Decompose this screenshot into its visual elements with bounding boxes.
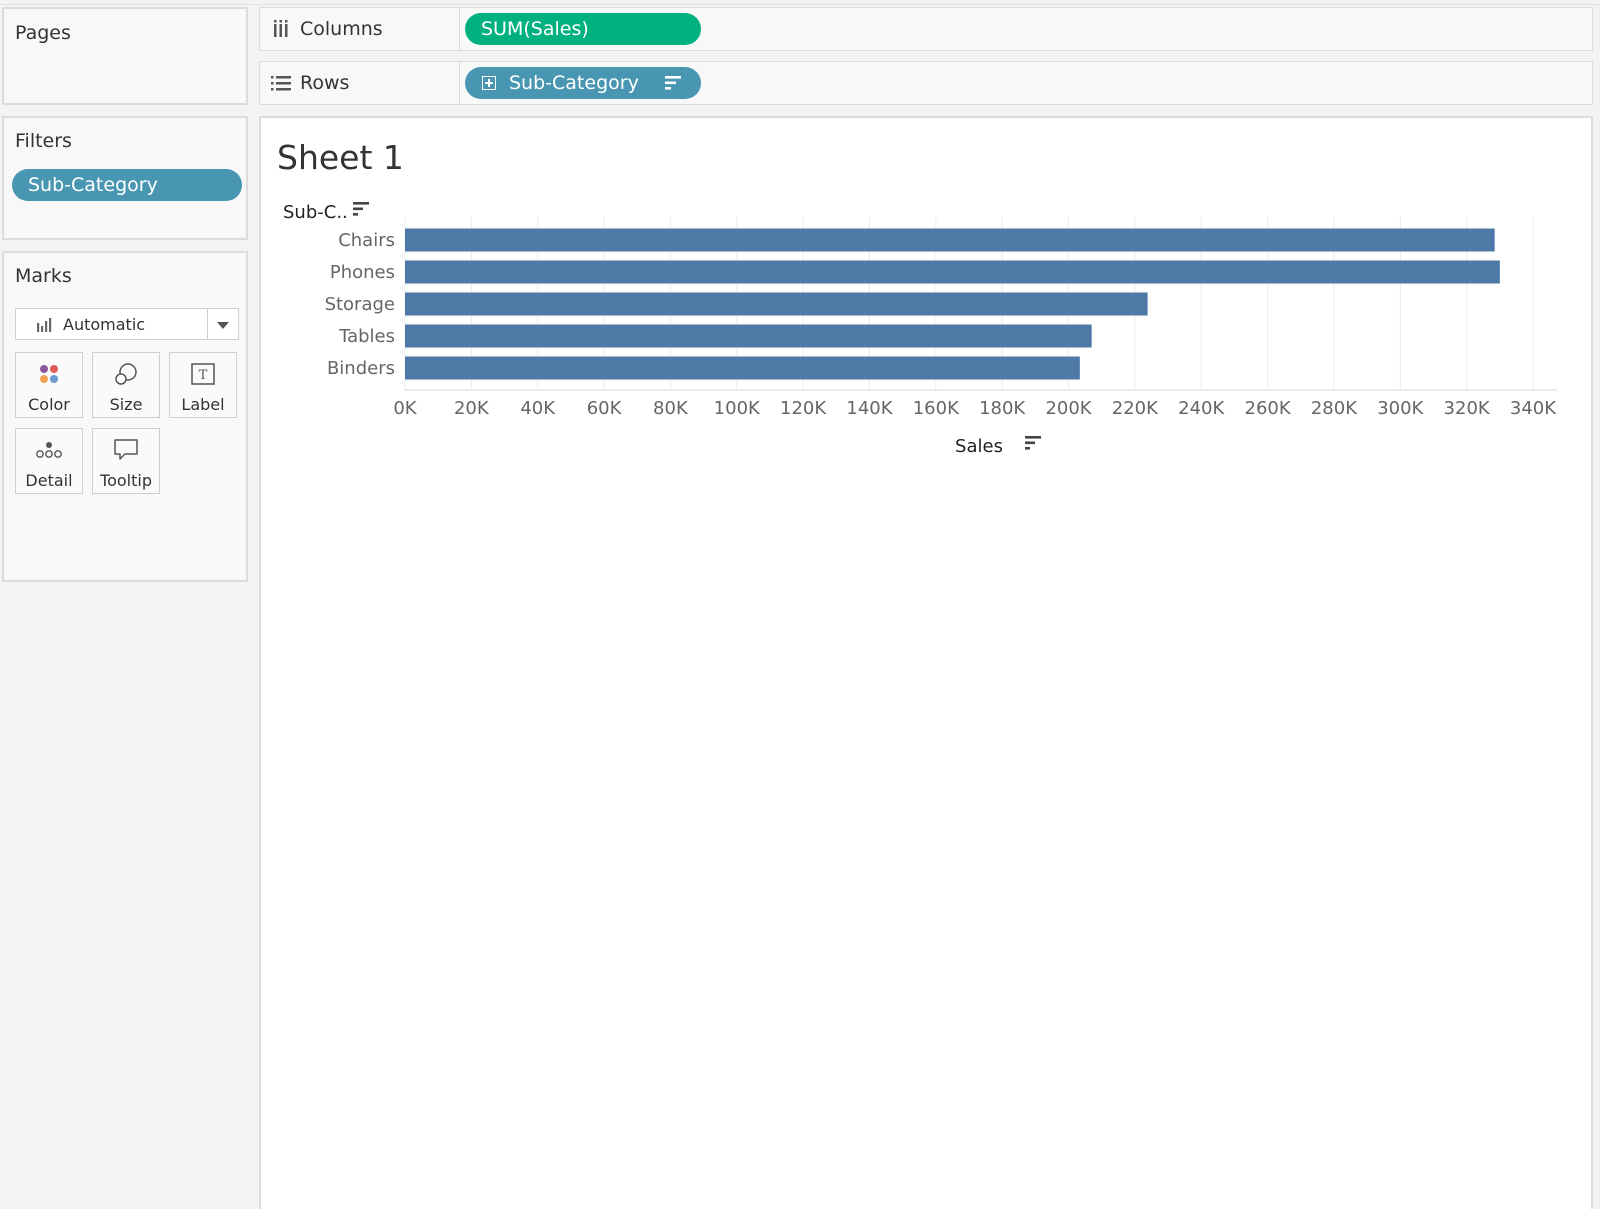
- x-tick-label: 40K: [520, 398, 556, 419]
- bar-chart: 0K 20K 40K 60K 80K 100K 120K 140K 160K 180K 200K 22…: [283, 202, 1557, 457]
- x-tick-label: 320K: [1444, 398, 1491, 419]
- label-icon: T: [191, 363, 215, 385]
- columns-pill-sum-sales[interactable]: SUM(Sales): [465, 13, 701, 45]
- x-tick-label: 120K: [780, 398, 827, 419]
- bar-tables: [405, 324, 1092, 348]
- tooltip-label: Tooltip: [100, 471, 152, 490]
- x-tick-label: 60K: [587, 398, 623, 419]
- x-tick-label: 240K: [1178, 398, 1225, 419]
- pages-card[interactable]: Pages: [2, 7, 248, 105]
- category-label: Chairs: [338, 230, 395, 251]
- columns-shelf[interactable]: Columns SUM(Sales): [259, 7, 1593, 51]
- bar-chairs: [405, 228, 1495, 252]
- pages-title: Pages: [15, 22, 71, 44]
- marks-title: Marks: [15, 265, 72, 287]
- bar-chart-icon: [37, 318, 52, 332]
- x-tick-label: 220K: [1112, 398, 1159, 419]
- x-tick-label: 340K: [1510, 398, 1557, 419]
- category-label: Binders: [327, 358, 395, 379]
- rows-shelf-header: Rows: [260, 62, 460, 104]
- tooltip-icon: [114, 439, 138, 460]
- rows-shelf[interactable]: Rows Sub-Category: [259, 61, 1593, 105]
- rows-icon: [271, 76, 291, 91]
- x-axis-sort-icon: [1025, 436, 1041, 450]
- worksheet-canvas: Sheet 1 0K 20K 40K 60K 80K 100K 120K 140K 160K 18…: [259, 116, 1593, 1209]
- x-tick-label: 160K: [913, 398, 960, 419]
- label-label: Label: [181, 395, 225, 414]
- filters-title: Filters: [15, 130, 72, 152]
- x-tick-label: 300K: [1377, 398, 1424, 419]
- label-button[interactable]: T Label: [169, 352, 237, 418]
- chevron-down-icon[interactable]: [217, 322, 229, 329]
- x-tick-label: 280K: [1311, 398, 1358, 419]
- bar-phones: [405, 260, 1500, 284]
- expand-plus-icon[interactable]: [482, 76, 496, 90]
- x-tick-label: 80K: [653, 398, 689, 419]
- rows-pill-label: Sub-Category: [509, 72, 639, 94]
- size-label: Size: [109, 395, 143, 414]
- x-tick-label: 260K: [1245, 398, 1292, 419]
- filters-card[interactable]: Filters Sub-Category: [2, 116, 248, 240]
- rows-label: Rows: [300, 72, 350, 94]
- x-tick-label: 20K: [454, 398, 490, 419]
- tooltip-button[interactable]: Tooltip: [92, 428, 160, 494]
- row-header-sort-icon: [353, 202, 369, 216]
- x-tick-label: 200K: [1045, 398, 1092, 419]
- size-icon: [115, 363, 137, 385]
- top-strip: [0, 0, 1600, 5]
- x-axis-label: Sales: [955, 436, 1003, 457]
- marks-card: Marks Automatic Color: [2, 251, 248, 582]
- color-icon: [40, 365, 58, 383]
- category-label: Phones: [330, 262, 395, 283]
- detail-button[interactable]: Detail: [15, 428, 83, 494]
- mark-type-label: Automatic: [63, 315, 146, 334]
- sort-descending-icon[interactable]: [665, 75, 683, 91]
- bar-binders: [405, 356, 1080, 380]
- color-label: Color: [28, 395, 70, 414]
- columns-icon: [274, 20, 288, 37]
- size-button[interactable]: Size: [92, 352, 160, 418]
- rows-pill-sub-category[interactable]: Sub-Category: [465, 67, 701, 99]
- color-button[interactable]: Color: [15, 352, 83, 418]
- x-tick-label: 0K: [393, 398, 417, 419]
- row-header-label: Sub-C..: [283, 202, 348, 223]
- x-tick-label: 100K: [714, 398, 761, 419]
- dropdown-separator: [207, 309, 208, 339]
- x-tick-label: 140K: [846, 398, 893, 419]
- detail-icon: [36, 442, 62, 458]
- bar-storage: [405, 292, 1148, 316]
- filter-pill-sub-category[interactable]: Sub-Category: [12, 169, 242, 201]
- columns-label: Columns: [300, 18, 383, 40]
- detail-label: Detail: [25, 471, 73, 490]
- category-label: Tables: [338, 326, 395, 347]
- x-tick-label: 180K: [979, 398, 1026, 419]
- columns-shelf-header: Columns: [260, 8, 460, 50]
- sheet-title: Sheet 1: [277, 138, 404, 177]
- category-label: Storage: [325, 294, 395, 315]
- mark-type-dropdown[interactable]: Automatic: [15, 308, 239, 340]
- svg-text:T: T: [199, 368, 208, 383]
